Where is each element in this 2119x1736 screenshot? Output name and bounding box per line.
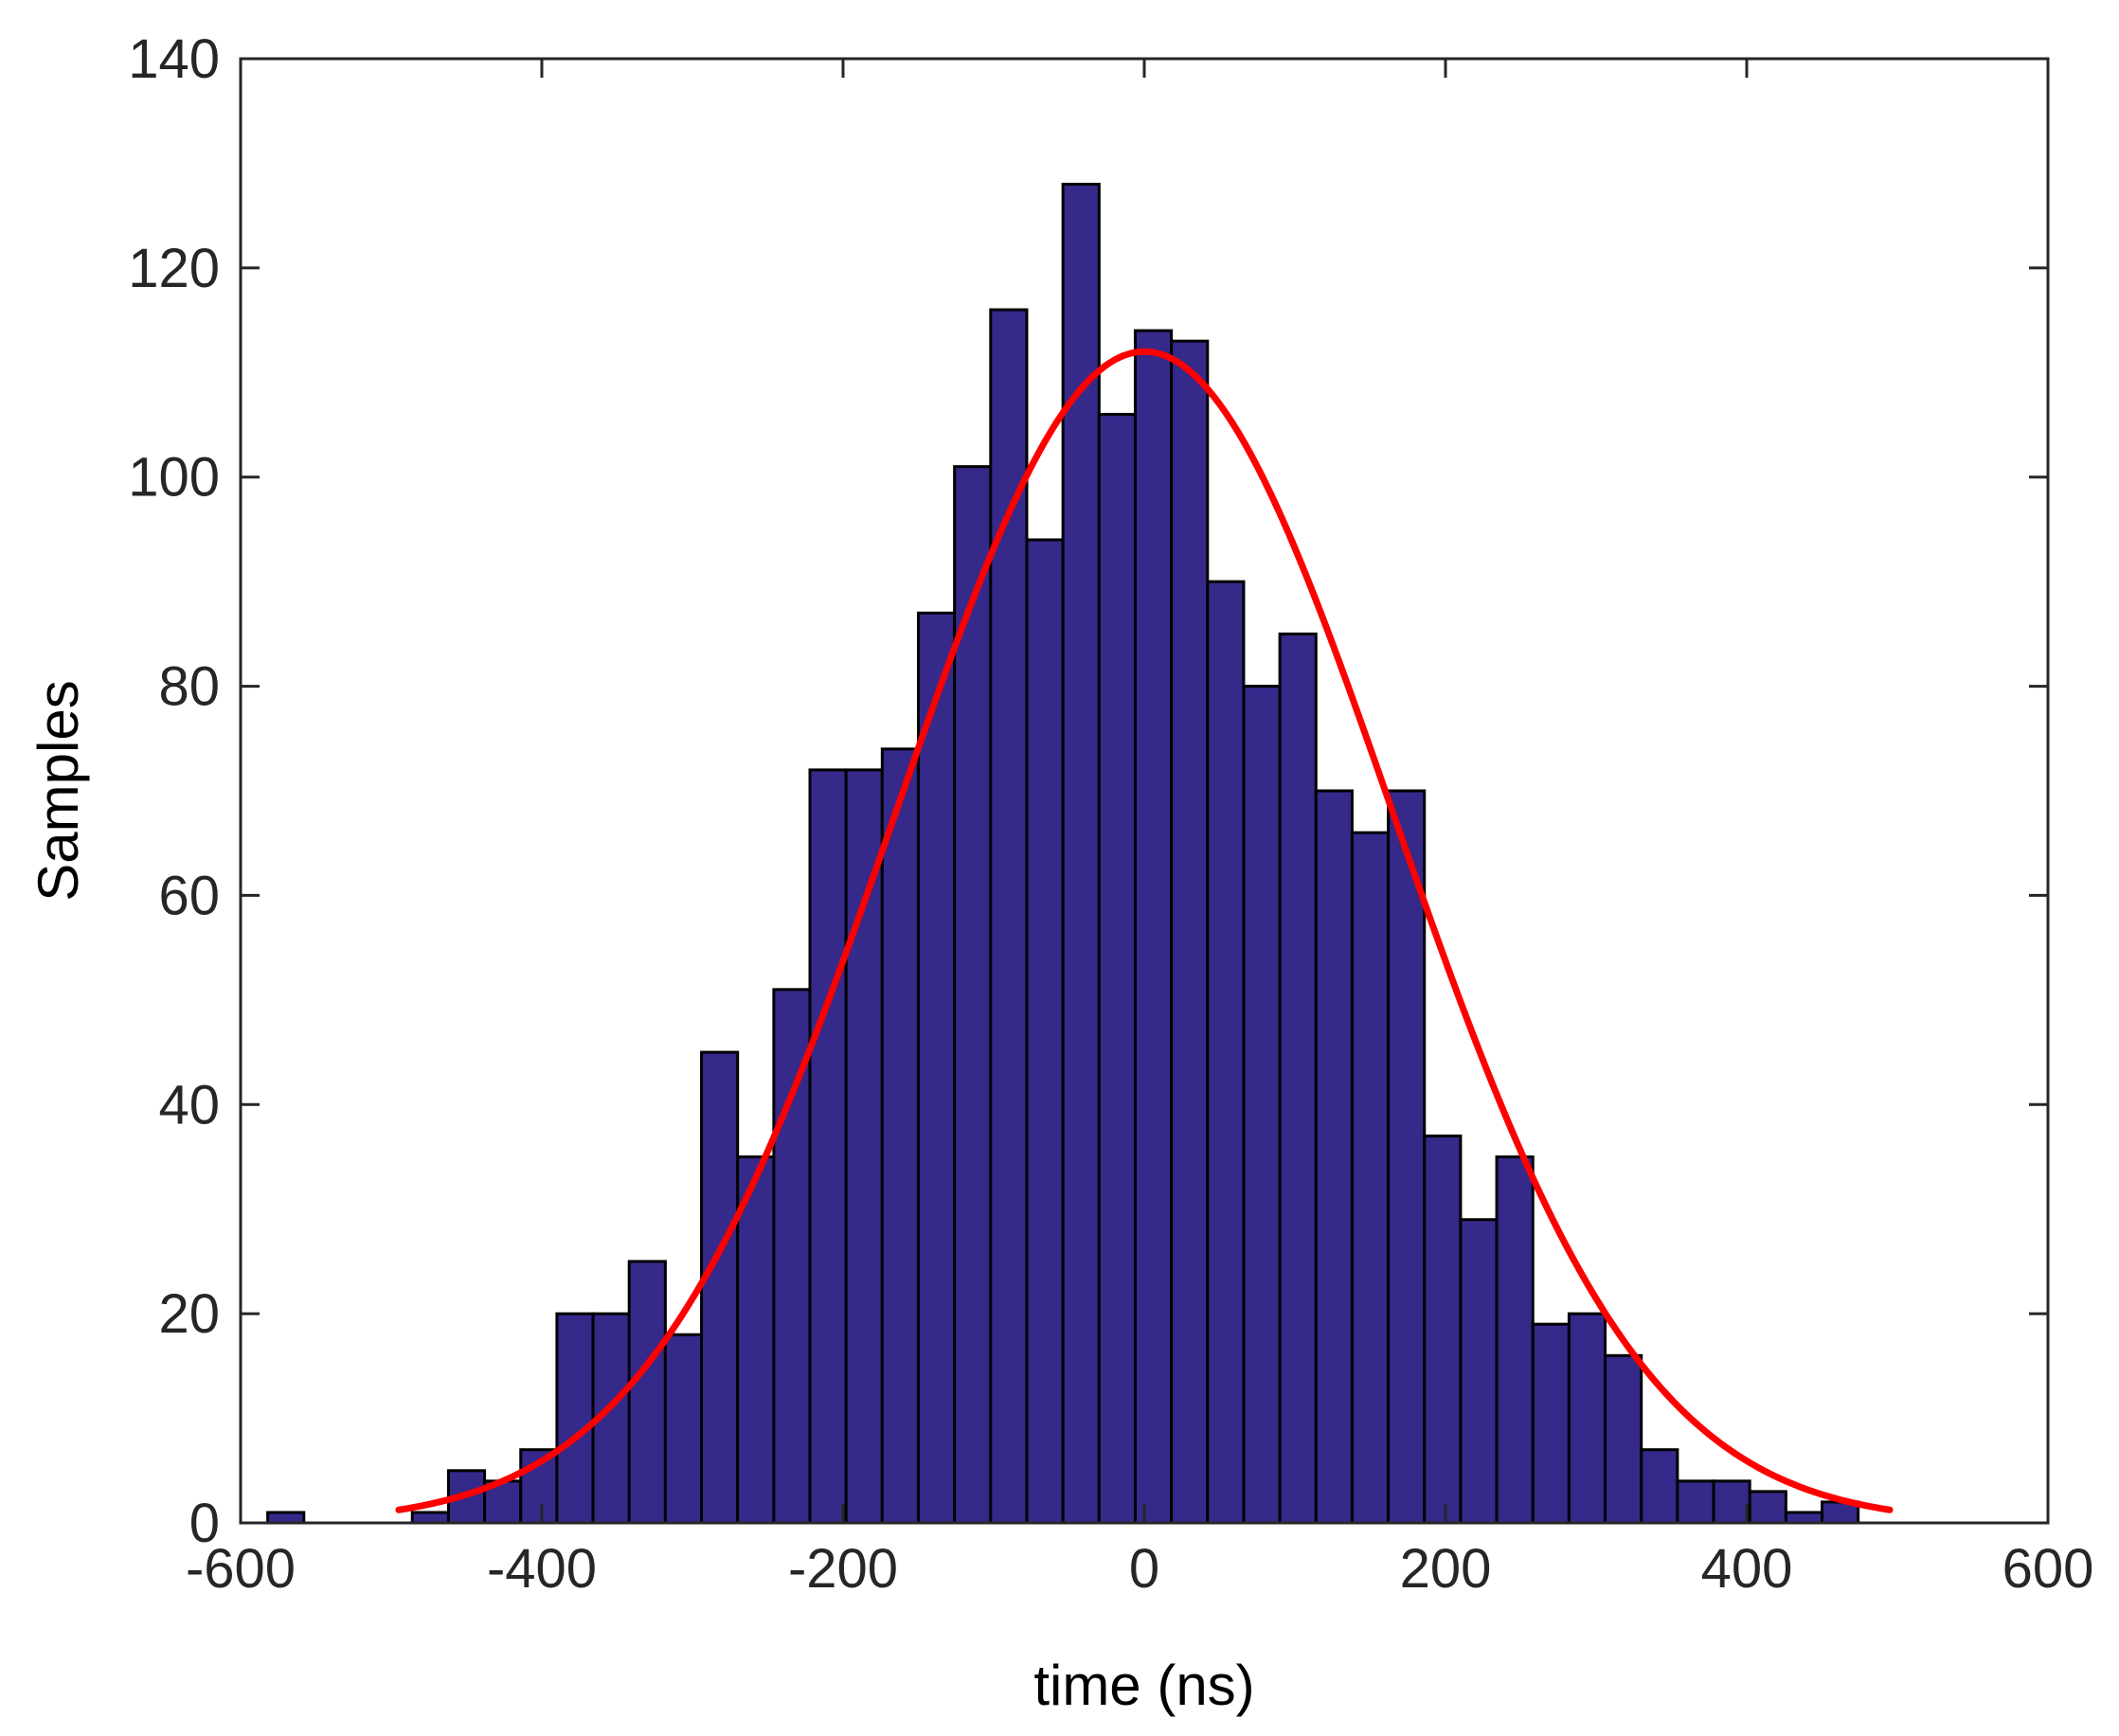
histogram-bar bbox=[1423, 1134, 1463, 1525]
histogram-bar bbox=[1133, 329, 1174, 1525]
histogram-bar bbox=[1170, 339, 1210, 1525]
histogram-bars bbox=[266, 183, 1860, 1525]
histogram-bar bbox=[627, 1260, 667, 1525]
histogram-bar bbox=[1097, 412, 1137, 1525]
histogram-bar bbox=[808, 768, 848, 1525]
y-tick-label: 40 bbox=[158, 1074, 220, 1136]
y-tick-label: 20 bbox=[158, 1283, 220, 1345]
histogram-bar bbox=[1712, 1479, 1751, 1525]
histogram-bar bbox=[1495, 1155, 1535, 1525]
histogram-bar bbox=[1025, 538, 1065, 1525]
y-tick-label: 140 bbox=[128, 28, 220, 90]
y-tick-label: 120 bbox=[128, 238, 220, 299]
histogram-bar bbox=[1242, 685, 1282, 1525]
histogram-bar bbox=[1387, 789, 1427, 1525]
x-axis-label: time (ns) bbox=[1033, 1654, 1254, 1717]
histogram-bar bbox=[844, 768, 884, 1525]
histogram-bar bbox=[663, 1333, 704, 1525]
gaussian-fit bbox=[395, 348, 1894, 1513]
y-tick-label: 60 bbox=[158, 865, 220, 926]
x-tick-label: -600 bbox=[186, 1538, 296, 1600]
x-tick-label: 0 bbox=[1129, 1538, 1159, 1600]
histogram-bar bbox=[1784, 1511, 1823, 1525]
y-tick-label: 100 bbox=[128, 447, 220, 509]
histogram-bar bbox=[772, 988, 812, 1525]
histogram-bar bbox=[1278, 632, 1318, 1525]
histogram-bar bbox=[1314, 789, 1354, 1525]
histogram-bar bbox=[1206, 580, 1246, 1525]
histogram-bar bbox=[700, 1050, 740, 1525]
y-tick-label: 0 bbox=[189, 1493, 220, 1554]
histogram-bar bbox=[1531, 1322, 1571, 1525]
y-tick-labels: 0 20 40 60 80 100 120 140 bbox=[128, 28, 220, 1554]
y-axis-label: Samples bbox=[27, 680, 90, 901]
histogram-bar bbox=[1350, 831, 1391, 1525]
x-tick-label: 600 bbox=[2002, 1538, 2094, 1600]
histogram-bar bbox=[1640, 1448, 1679, 1525]
histogram-bar bbox=[1676, 1479, 1715, 1525]
histogram-bar bbox=[1459, 1218, 1499, 1525]
x-tick-label: -200 bbox=[788, 1538, 898, 1600]
histogram-bar bbox=[1567, 1312, 1607, 1525]
histogram-bar bbox=[1748, 1490, 1787, 1525]
x-tick-label: -400 bbox=[487, 1538, 597, 1600]
histogram-bar bbox=[266, 1511, 306, 1525]
histogram-bar bbox=[917, 611, 957, 1525]
histogram-bar bbox=[880, 747, 921, 1525]
histogram-bar bbox=[1604, 1353, 1643, 1525]
axis-ticks bbox=[239, 57, 2050, 1525]
x-tick-labels: -600 -400 -200 0 200 400 600 bbox=[186, 1538, 2093, 1600]
histogram-bar bbox=[555, 1312, 595, 1525]
fit-curve bbox=[395, 348, 1894, 1513]
x-tick-label: 400 bbox=[1701, 1538, 1793, 1600]
x-tick-label: 200 bbox=[1400, 1538, 1492, 1600]
histogram-bar bbox=[410, 1511, 450, 1525]
y-tick-label: 80 bbox=[158, 656, 220, 718]
